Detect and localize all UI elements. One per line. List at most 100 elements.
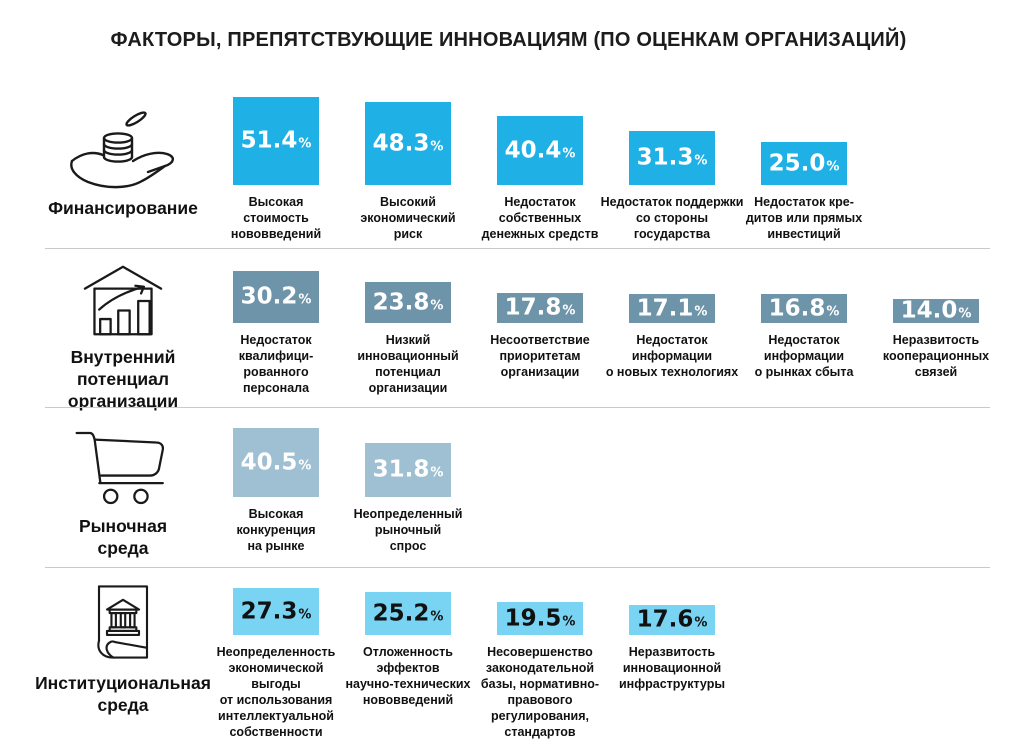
bar-label: Несовершенство законодательной базы, нор… [480,645,600,739]
bar-label: Высокая стоимость нововведений [230,195,322,241]
bar: 40.5% Высокая конкуренция на рынке [233,428,319,553]
house-growth-icon [75,262,171,340]
shopping-cart-icon [71,425,175,511]
category-block: Финансирование [20,107,226,219]
category-block: Рыночная среда [20,425,226,559]
bar: 31.8% Неопределенный рыночный спрос [354,443,462,553]
percent-sign: % [694,153,708,169]
bar: 40.4% Недостаток собственных денежных сре… [482,116,598,241]
bar-value-number: 19.5 [504,605,562,631]
category-label: Институциональная среда [35,673,211,715]
bar-value-number: 25.0 [768,150,826,176]
bar-label: Высокая конкуренция на рынке [236,507,316,553]
percent-sign: % [562,614,576,629]
bar-value: 25.0% [761,152,847,175]
percent-sign: % [298,607,312,622]
bar: 30.2% Недостаток квалифици- рованного пер… [233,271,319,395]
percent-sign: % [694,615,708,631]
bar-value: 17.8% [497,294,583,321]
bar-value: 19.5% [497,607,583,630]
bars-strip: 40.5% Высокая конкуренция на рынке 31.8% Не… [233,407,462,553]
bar-value-number: 23.8 [372,289,430,315]
percent-sign: % [430,609,444,624]
bar-label: Неопределенный рыночный спрос [353,507,463,553]
bar: 25.0% Недостаток кре- дитов или прямых ин… [746,142,862,241]
bar-label: Недостаток поддержки со стороны государс… [600,195,744,241]
bar: 17.1% Недостаток информации о новых техно… [606,294,738,379]
category-block: Институциональная среда [20,582,226,716]
bar-value-number: 30.2 [240,283,298,310]
bar-value-number: 51.4 [240,127,298,154]
bar-value-number: 27.3 [240,598,298,624]
percent-sign: % [562,303,576,319]
bar-value: 30.2% [233,283,319,310]
bar-value: 14.0% [893,297,979,324]
bars-strip: 27.3% Неопределенность экономической выго… [217,567,725,739]
percent-sign: % [430,465,444,481]
row-separator [45,248,990,249]
bar-label: Неопределенность экономической выгоды от… [216,645,336,739]
bar-value: 23.8% [365,291,451,314]
percent-sign: % [958,306,972,322]
bar-label: Недостаток кре- дитов или прямых инвести… [745,195,863,241]
bar: 27.3% Неопределенность экономической выго… [217,588,335,739]
percent-sign: % [430,139,444,154]
bar-value-number: 40.4 [504,137,562,163]
bar-label: Низкий инновационный потенциал организац… [357,333,459,395]
bar-value: 17.1% [629,297,715,320]
bar-value-number: 17.1 [636,295,694,321]
bar-value-number: 31.8 [372,456,430,483]
bar-label: Отложенность эффектов научно-технических… [345,645,471,707]
bar-value: 27.3% [233,600,319,623]
bar: 48.3% Высокий экономический риск [360,102,456,241]
row-separator [45,407,990,408]
bar-label: Высокий экономический риск [360,195,456,241]
bar-label: Недостаток информации о рынках сбыта [754,333,854,379]
bars-strip: 51.4% Высокая стоимость нововведений 48.3%… [231,85,862,241]
percent-sign: % [826,304,840,319]
bar: 25.2% Отложенность эффектов научно-технич… [345,592,471,707]
percent-sign: % [298,458,312,473]
bar-value-number: 31.3 [636,144,694,171]
bar-value-number: 14.0 [900,297,958,324]
bar: 17.8% Несоответствие приоритетам организа… [490,293,590,379]
bar-label: Неразвитость инновационной инфраструктур… [618,645,726,691]
percent-sign: % [298,292,312,308]
bar-value-number: 17.8 [504,294,562,321]
bar-value: 40.5% [233,451,319,474]
percent-sign: % [562,146,576,161]
bar-label: Недостаток информации о новых технология… [605,333,739,379]
bar-label: Недостаток квалифици- рованного персонал… [238,333,314,395]
bar: 14.0% Неразвитость кооперационных связей [883,297,989,379]
bar: 31.3% Недостаток поддержки со стороны гос… [601,131,743,241]
bar-value-number: 40.5 [240,449,298,475]
bar-label: Недостаток собственных денежных средств [481,195,599,241]
bar-value-number: 17.6 [636,606,694,633]
category-label: Рыночная среда [78,516,168,558]
bank-document-icon [88,582,158,662]
hand-coins-icon [60,107,186,193]
bar-value-number: 48.3 [372,130,430,156]
bar-value: 17.6% [629,606,715,633]
category-label: Внутренний потенциал организации [67,347,179,411]
bar-value: 25.2% [365,602,451,625]
bar: 17.6% Неразвитость инновационной инфрастр… [619,605,725,691]
bar-value-number: 16.8 [768,295,826,321]
page-title: ФАКТОРЫ, ПРЕПЯТСТВУЮЩИЕ ИННОВАЦИЯМ (ПО О… [110,29,907,51]
bar: 51.4% Высокая стоимость нововведений [231,97,321,241]
bars-strip: 30.2% Недостаток квалифици- рованного пер… [233,248,989,395]
bar-value-number: 25.2 [372,600,430,626]
bar: 19.5% Несовершенство законодательной базы… [481,602,599,739]
bar-value: 16.8% [761,297,847,320]
bar-value: 31.3% [629,144,715,171]
percent-sign: % [298,136,312,152]
row-separator [45,567,990,568]
bar: 23.8% Низкий инновационный потенциал орга… [357,282,459,395]
bar-value: 51.4% [233,127,319,154]
bar-value: 31.8% [365,456,451,483]
bar-label: Несоответствие приоритетам организации [490,333,590,379]
bar-label: Неразвитость кооперационных связей [882,333,990,379]
bar: 16.8% Недостаток информации о рынках сбыт… [755,294,853,379]
percent-sign: % [694,304,708,319]
